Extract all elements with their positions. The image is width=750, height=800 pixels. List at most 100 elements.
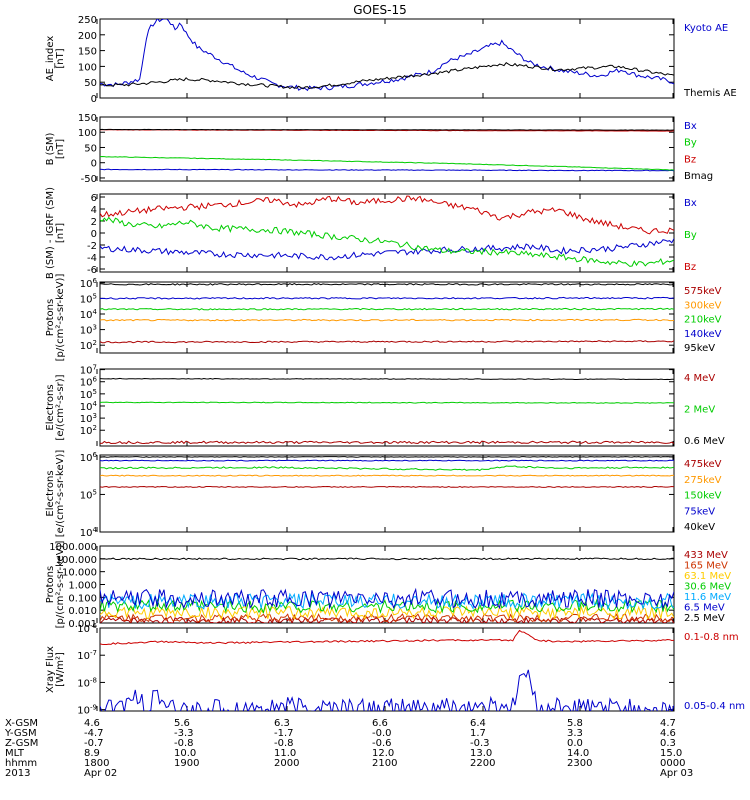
y-axis-label: B (SM) <box>45 132 56 165</box>
series-line <box>100 168 674 172</box>
legend-label: 11.6 MeV <box>684 592 731 603</box>
y-tick-label: 0.100 <box>68 593 97 604</box>
y-tick-label: 107 <box>80 364 97 377</box>
panel-frame <box>99 116 675 182</box>
x-axis-value: 5.8 <box>567 718 583 729</box>
legend-label: 95keV <box>684 343 715 354</box>
y-tick-label: -6 <box>87 265 97 276</box>
y-tick-label: 0 <box>91 94 97 105</box>
x-axis-value: Apr 03 <box>660 768 693 779</box>
y-tick-label: 150 <box>78 47 97 58</box>
legend-label: 2.5 MeV <box>684 613 725 624</box>
series-line <box>100 377 674 381</box>
y-axis-label: [p/(cm²-s-sr-keV)] <box>55 541 66 629</box>
y-tick-label: 10.000 <box>62 568 97 579</box>
series-line <box>100 129 674 132</box>
x-axis-value: -0.6 <box>372 738 392 749</box>
panel-frame <box>99 193 675 273</box>
x-axis-value: -1.7 <box>274 728 294 739</box>
x-axis-value: 0.3 <box>660 738 676 749</box>
y-tick-label: 1.000 <box>68 581 97 592</box>
x-axis-value: Apr 02 <box>84 768 117 779</box>
series-line <box>100 307 674 311</box>
x-axis-value: 0000 <box>660 758 685 769</box>
y-tick-label: 2 <box>91 217 97 228</box>
panel-frame <box>99 627 675 712</box>
y-axis-label: [nT] <box>55 139 66 159</box>
y-tick-label: 0 <box>91 229 97 240</box>
y-tick-label: 10-8 <box>77 676 97 689</box>
y-axis-label: Protons <box>45 566 56 603</box>
series-line <box>100 155 674 171</box>
legend-label: By <box>684 138 697 149</box>
series-line <box>100 456 674 458</box>
x-axis-value: 0.0 <box>567 738 583 749</box>
legend-label: Bz <box>684 262 696 273</box>
y-tick-label: 0.010 <box>68 606 97 617</box>
series-line <box>100 598 674 614</box>
x-axis-value: 15.0 <box>660 748 682 759</box>
x-axis-value: 11.0 <box>274 748 296 759</box>
series-line <box>100 283 674 286</box>
x-axis-value: 4.7 <box>660 718 676 729</box>
legend-label: Bx <box>684 198 697 209</box>
series-line <box>100 238 674 261</box>
y-tick-label: 103 <box>80 412 97 425</box>
legend-label: 475keV <box>684 459 722 470</box>
series-line <box>100 296 674 300</box>
y-tick-label: 4 <box>91 205 97 216</box>
series-line <box>100 604 674 621</box>
y-tick-label: 104 <box>80 400 98 413</box>
y-tick-label: 100 <box>78 128 97 139</box>
series-line <box>100 616 674 623</box>
x-axis-row-label: hhmm <box>5 758 37 769</box>
panel-4: 102 103 104 105 106 Protons [p/(cm²-s-sr-keV)]… <box>45 274 722 362</box>
legend-label: 40keV <box>684 522 715 533</box>
y-tick-label: -50 <box>81 174 97 185</box>
y-tick-label: 104 <box>80 526 98 539</box>
legend-label: 75keV <box>684 506 715 517</box>
series-line <box>100 459 674 462</box>
y-tick-label: 100 <box>78 62 97 73</box>
x-axis-value: 10.0 <box>174 748 196 759</box>
y-tick-label: 106 <box>80 376 98 389</box>
series-line <box>100 195 674 235</box>
x-axis-value: -0.8 <box>274 738 294 749</box>
series-line <box>100 485 674 488</box>
legend-label: Themis AE <box>683 88 737 99</box>
y-tick-label: 50 <box>84 78 97 89</box>
x-axis-value: 2000 <box>274 758 299 769</box>
series-line <box>100 19 674 92</box>
x-axis-value: 2100 <box>372 758 397 769</box>
legend-label: 4 MeV <box>684 373 715 384</box>
x-axis-value: 1.7 <box>470 728 486 739</box>
legend-label: 6.5 MeV <box>684 603 725 614</box>
y-axis-label: [nT] <box>55 223 66 243</box>
x-axis-value: 4.6 <box>660 728 676 739</box>
legend-label: 0.05-0.4 nm <box>684 701 745 712</box>
y-axis-label: [e/(cm²-s-sr)] <box>55 374 66 440</box>
panel-1: 0 50 100 150 200 250 AE_index [nT] Kyoto AE Themi… <box>45 15 737 105</box>
series-line <box>100 465 674 472</box>
x-axis-value: 2300 <box>567 758 592 769</box>
legend-label: 575keV <box>684 286 722 297</box>
x-axis-value: 13.0 <box>470 748 492 759</box>
x-axis-value: 1800 <box>84 758 109 769</box>
y-tick-label: 106 <box>80 277 98 290</box>
y-axis-label: Electrons <box>45 470 56 516</box>
panel-2: -50 0 50 100 150 B (SM) [nT] Bx By Bz Bmag <box>45 113 713 185</box>
y-tick-label: 105 <box>80 488 97 501</box>
series-line <box>100 62 674 90</box>
y-tick-label: 0 <box>91 159 97 170</box>
y-axis-label: [e/(cm²-s-sr-keV)] <box>55 450 66 538</box>
x-axis-row-label: MLT <box>5 748 25 759</box>
legend-label: Kyoto AE <box>684 23 728 34</box>
panel-frame <box>99 281 675 354</box>
legend-label: 30.6 MeV <box>684 582 731 593</box>
series-line <box>100 318 674 322</box>
y-tick-label: 106 <box>80 451 98 464</box>
